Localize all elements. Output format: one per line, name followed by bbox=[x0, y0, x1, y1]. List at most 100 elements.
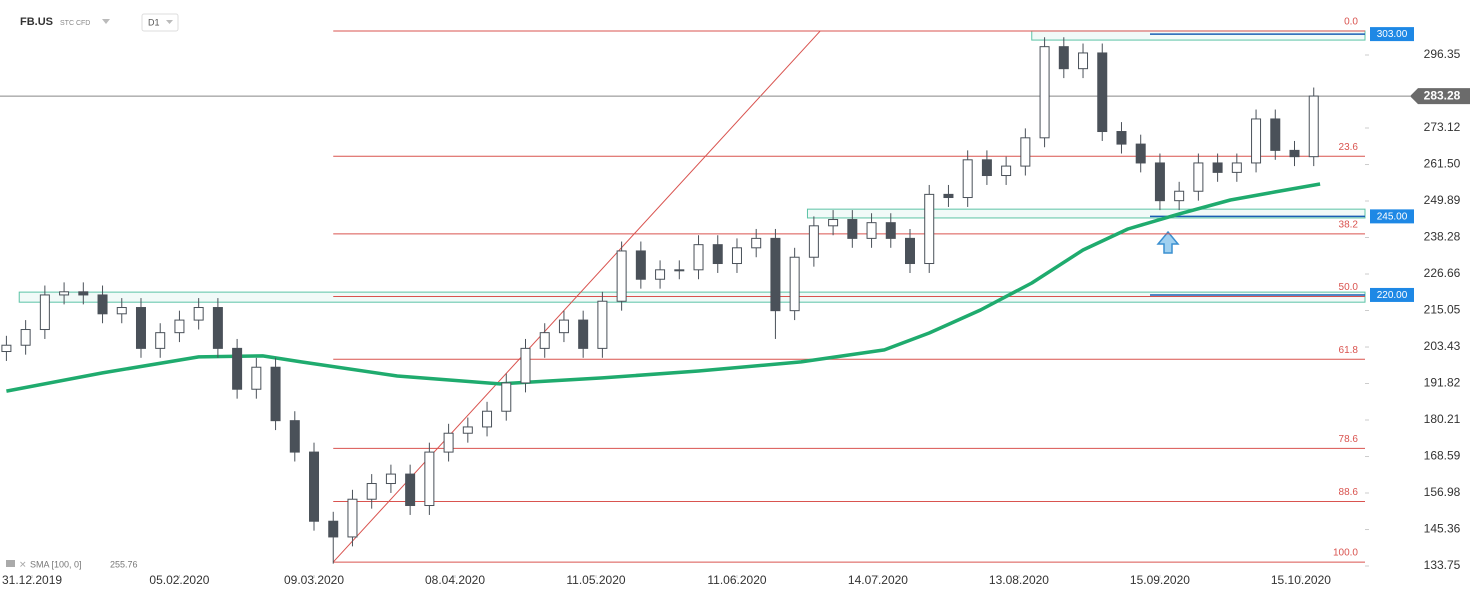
candle-body bbox=[482, 410, 493, 428]
y-tick-label: 133.75 bbox=[1424, 558, 1461, 572]
symbol: FB.US bbox=[20, 16, 53, 28]
indicator-label: SMA [100, 0] bbox=[30, 559, 82, 569]
dropdown-arrow[interactable] bbox=[102, 19, 110, 24]
level-label: 303.00 bbox=[1377, 29, 1408, 40]
indicator-icon[interactable] bbox=[6, 560, 15, 567]
candle-body bbox=[616, 250, 627, 302]
candle-body bbox=[212, 307, 223, 349]
candle-body bbox=[770, 237, 781, 312]
candle-body bbox=[424, 451, 435, 507]
fib-label: 23.6 bbox=[1339, 142, 1359, 153]
candle-body bbox=[1308, 95, 1319, 158]
candle-body bbox=[655, 269, 666, 280]
y-tick-label: 296.35 bbox=[1424, 47, 1461, 61]
level-label: 220.00 bbox=[1377, 290, 1408, 301]
x-tick-label: 13.08.2020 bbox=[989, 573, 1049, 587]
candle-body bbox=[962, 159, 973, 199]
candle-body bbox=[635, 250, 646, 280]
candle-body bbox=[1174, 190, 1185, 202]
x-tick-label: 11.06.2020 bbox=[707, 573, 766, 587]
zone bbox=[806, 208, 1366, 219]
x-tick-label: 14.07.2020 bbox=[848, 573, 908, 587]
candle-body bbox=[462, 426, 473, 434]
candle-body bbox=[251, 366, 262, 390]
candle-body bbox=[116, 307, 127, 315]
fib-label: 100.0 bbox=[1333, 548, 1358, 559]
candle-body bbox=[443, 432, 454, 453]
y-tick-label: 249.89 bbox=[1424, 193, 1461, 207]
x-tick-label: 15.10.2020 bbox=[1271, 573, 1331, 587]
candle-body bbox=[731, 247, 742, 265]
y-tick-label: 168.59 bbox=[1424, 449, 1461, 463]
candle-body bbox=[20, 329, 31, 346]
candle-body bbox=[558, 319, 569, 334]
candle-body bbox=[1097, 52, 1108, 133]
y-tick-label: 191.82 bbox=[1424, 376, 1461, 390]
candle-body bbox=[97, 294, 108, 315]
y-tick-label: 273.12 bbox=[1424, 120, 1461, 134]
interval: D1 bbox=[148, 17, 160, 27]
candle-body bbox=[693, 244, 704, 271]
zone bbox=[1031, 30, 1366, 41]
candle-body bbox=[789, 256, 800, 312]
x-tick-label: 08.04.2020 bbox=[425, 573, 485, 587]
candle-body bbox=[1270, 118, 1281, 151]
candle-body bbox=[866, 222, 877, 239]
y-tick-label: 145.36 bbox=[1424, 522, 1461, 536]
fib-label: 50.0 bbox=[1339, 282, 1359, 293]
candle-body bbox=[155, 332, 166, 349]
candle-body bbox=[885, 222, 896, 239]
level-label: 245.00 bbox=[1377, 212, 1408, 223]
x-tick-label: 15.09.2020 bbox=[1130, 573, 1190, 587]
y-tick-label: 180.21 bbox=[1424, 412, 1461, 426]
y-tick-label: 261.50 bbox=[1424, 157, 1461, 171]
last-price-box bbox=[1410, 88, 1470, 105]
interval-select[interactable] bbox=[141, 13, 179, 32]
y-tick-label: 226.66 bbox=[1424, 266, 1461, 280]
candle-body bbox=[597, 300, 608, 349]
candle-body bbox=[1116, 131, 1127, 145]
candle-body bbox=[1020, 137, 1031, 167]
y-tick-label: 238.28 bbox=[1424, 230, 1461, 244]
candle-body bbox=[712, 244, 723, 265]
candle-body bbox=[1289, 149, 1300, 158]
level-label-box bbox=[1370, 209, 1414, 224]
indicator-close[interactable]: ✕ bbox=[19, 559, 27, 569]
level-label-box bbox=[1370, 287, 1414, 302]
candle-body bbox=[674, 269, 685, 272]
candle-body bbox=[943, 193, 954, 199]
candle-body bbox=[385, 473, 396, 485]
candle-body bbox=[905, 237, 915, 265]
signal-arrow bbox=[1156, 230, 1180, 254]
candle-body bbox=[539, 332, 550, 349]
x-tick-label: 31.12.2019 bbox=[2, 573, 62, 587]
candle-body bbox=[847, 219, 858, 239]
candle-body bbox=[808, 225, 819, 258]
fib-label: 78.6 bbox=[1339, 434, 1359, 445]
indicator-value: 255.76 bbox=[110, 559, 138, 569]
candle-body bbox=[1251, 118, 1262, 164]
candle-body bbox=[328, 520, 339, 538]
candle-body bbox=[193, 307, 204, 321]
candle-body bbox=[1154, 162, 1165, 202]
candle-body bbox=[751, 237, 762, 249]
candle-body bbox=[924, 193, 935, 265]
candle-body bbox=[1001, 165, 1012, 177]
candle-body bbox=[828, 219, 839, 227]
dropdown-arrow[interactable] bbox=[166, 20, 173, 24]
trend-line bbox=[332, 30, 821, 563]
fib-label: 38.2 bbox=[1339, 219, 1359, 230]
candle-body bbox=[1231, 162, 1242, 173]
candle-body bbox=[347, 498, 358, 538]
candle-body bbox=[59, 291, 70, 296]
candle-body bbox=[270, 366, 281, 422]
instrument: STC CFD bbox=[60, 20, 90, 27]
candle-body bbox=[1193, 162, 1204, 192]
candle-body bbox=[366, 483, 377, 500]
candle-body bbox=[39, 294, 50, 331]
candle-body bbox=[78, 291, 89, 296]
sma-line bbox=[6, 182, 1321, 393]
candle-body bbox=[174, 319, 185, 334]
candle-body bbox=[1078, 52, 1089, 70]
